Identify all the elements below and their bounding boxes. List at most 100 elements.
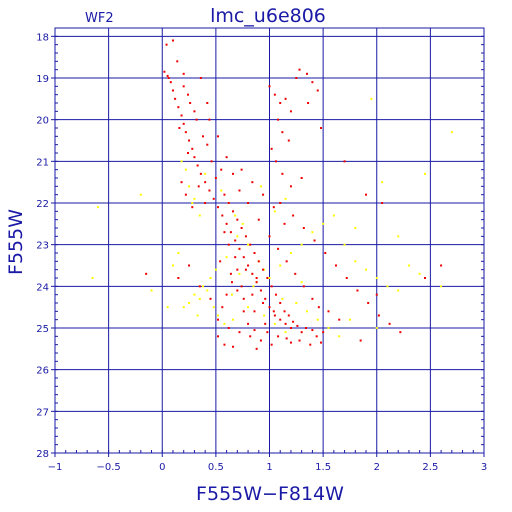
x-axis-title: F555W−F814W [196, 483, 344, 505]
data-point [251, 181, 254, 184]
data-point [244, 268, 247, 271]
data-point [298, 68, 301, 71]
x-tick-label: −0.5 [96, 462, 120, 473]
data-point [397, 289, 400, 292]
data-point [96, 206, 99, 209]
data-point [324, 252, 327, 254]
data-point [182, 72, 185, 75]
data-point [182, 306, 185, 309]
data-point [176, 60, 179, 63]
data-point [407, 264, 410, 267]
data-point [270, 285, 273, 288]
x-tick-label: 1.5 [315, 462, 331, 473]
data-point [263, 314, 266, 317]
data-point [309, 343, 312, 346]
data-point [418, 272, 421, 275]
data-point [281, 297, 284, 300]
data-point [295, 302, 298, 304]
data-point [257, 218, 260, 221]
data-point [304, 327, 307, 329]
y-tick-label: 26 [36, 366, 49, 377]
y-tick-label: 23 [36, 241, 49, 252]
data-point [191, 202, 194, 204]
data-point [285, 260, 288, 263]
data-point [234, 256, 237, 259]
data-point [188, 302, 191, 304]
data-point [232, 318, 235, 321]
data-point [322, 331, 325, 334]
data-point [223, 322, 226, 325]
data-point [424, 172, 427, 175]
data-point [220, 168, 223, 171]
data-point [365, 193, 368, 196]
data-point [139, 193, 142, 196]
data-point [206, 289, 209, 292]
data-point [225, 256, 228, 259]
data-point [221, 214, 224, 217]
data-point [227, 202, 230, 204]
data-point [365, 268, 368, 271]
data-point [255, 277, 258, 279]
x-tick-label: 0.5 [208, 462, 224, 473]
data-point [253, 310, 256, 313]
data-point [300, 331, 303, 334]
data-point [240, 285, 243, 288]
data-point [247, 322, 250, 325]
x-tick-label: 3 [481, 462, 487, 473]
data-point [247, 202, 250, 204]
data-point [208, 189, 211, 192]
x-tick-label: 2 [374, 462, 380, 473]
data-point [397, 235, 400, 238]
data-point [242, 310, 245, 313]
data-point [277, 118, 280, 121]
data-point [327, 327, 330, 329]
data-point [343, 243, 346, 246]
data-point [327, 310, 330, 313]
data-point [223, 343, 226, 346]
data-point [253, 252, 256, 254]
data-point [262, 302, 265, 304]
data-point [238, 247, 241, 250]
data-point [270, 147, 273, 150]
data-point [279, 302, 282, 304]
data-point [316, 89, 319, 92]
data-point [180, 181, 183, 184]
data-point [259, 339, 262, 342]
data-point [338, 318, 341, 321]
data-point [277, 247, 280, 250]
data-point [212, 306, 215, 309]
chart-title: lmc_u6e806 [210, 5, 326, 27]
data-point [375, 327, 378, 329]
data-point [188, 264, 191, 267]
data-point [252, 285, 255, 288]
y-tick-label: 25 [36, 324, 49, 335]
data-point [440, 264, 443, 267]
data-point [311, 297, 314, 300]
data-point [197, 185, 200, 188]
data-point [268, 235, 271, 238]
data-point [221, 306, 224, 309]
data-point [206, 143, 209, 146]
data-point [163, 70, 166, 73]
data-point [209, 297, 212, 300]
data-point [186, 93, 189, 96]
data-point [302, 285, 305, 288]
data-point [249, 243, 252, 246]
data-point [302, 227, 305, 229]
data-point [338, 335, 341, 338]
data-point [319, 341, 322, 344]
data-point [399, 331, 402, 334]
data-point [273, 322, 276, 325]
data-point [166, 74, 169, 77]
x-tick-labels: −1 −0.5 0 0.5 1 1.5 2 2.5 3 [48, 462, 488, 473]
data-point [236, 218, 239, 221]
data-point [177, 252, 180, 254]
data-point [307, 102, 310, 104]
data-point [196, 314, 199, 317]
y-axis-title: F555W [5, 209, 27, 275]
data-point [199, 172, 202, 175]
data-point [375, 293, 378, 296]
data-point [236, 235, 239, 238]
data-point [166, 306, 169, 309]
data-point [253, 329, 256, 332]
